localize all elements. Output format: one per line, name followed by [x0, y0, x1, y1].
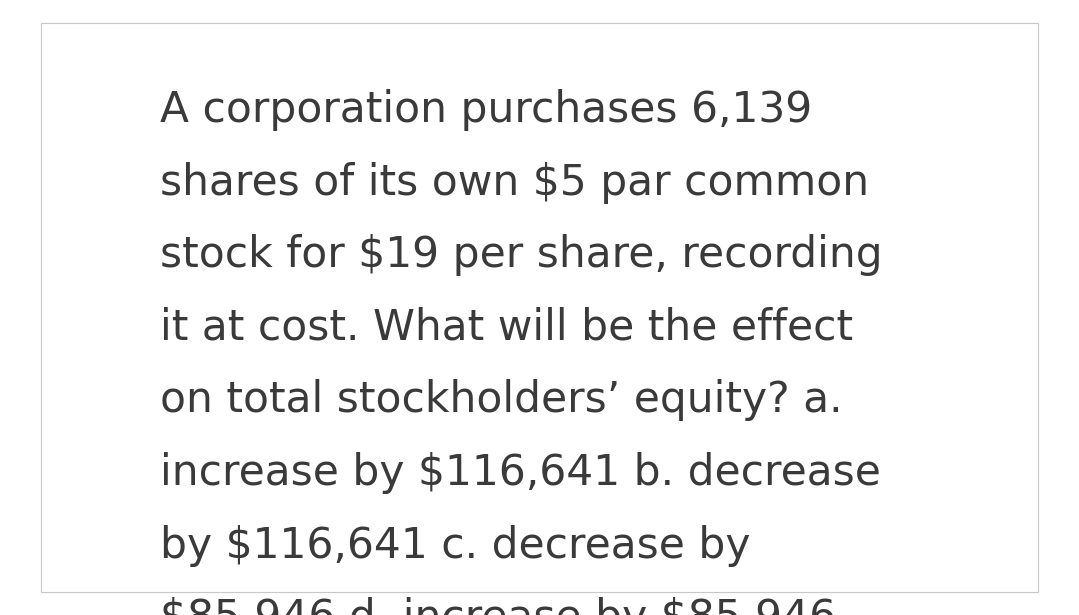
Text: it at cost. What will be the effect: it at cost. What will be the effect: [160, 307, 852, 349]
Text: \$85,946 d. increase by \$85,946: \$85,946 d. increase by \$85,946: [160, 597, 836, 615]
Text: stock for \$19 per share, recording: stock for \$19 per share, recording: [160, 234, 883, 276]
Text: by \$116,641 c. decrease by: by \$116,641 c. decrease by: [160, 525, 750, 566]
Text: on total stockholders’ equity? a.: on total stockholders’ equity? a.: [160, 379, 843, 421]
Text: shares of its own \$5 par common: shares of its own \$5 par common: [160, 162, 869, 204]
Text: increase by \$116,641 b. decrease: increase by \$116,641 b. decrease: [160, 452, 880, 494]
Text: A corporation purchases 6,139: A corporation purchases 6,139: [160, 89, 811, 131]
